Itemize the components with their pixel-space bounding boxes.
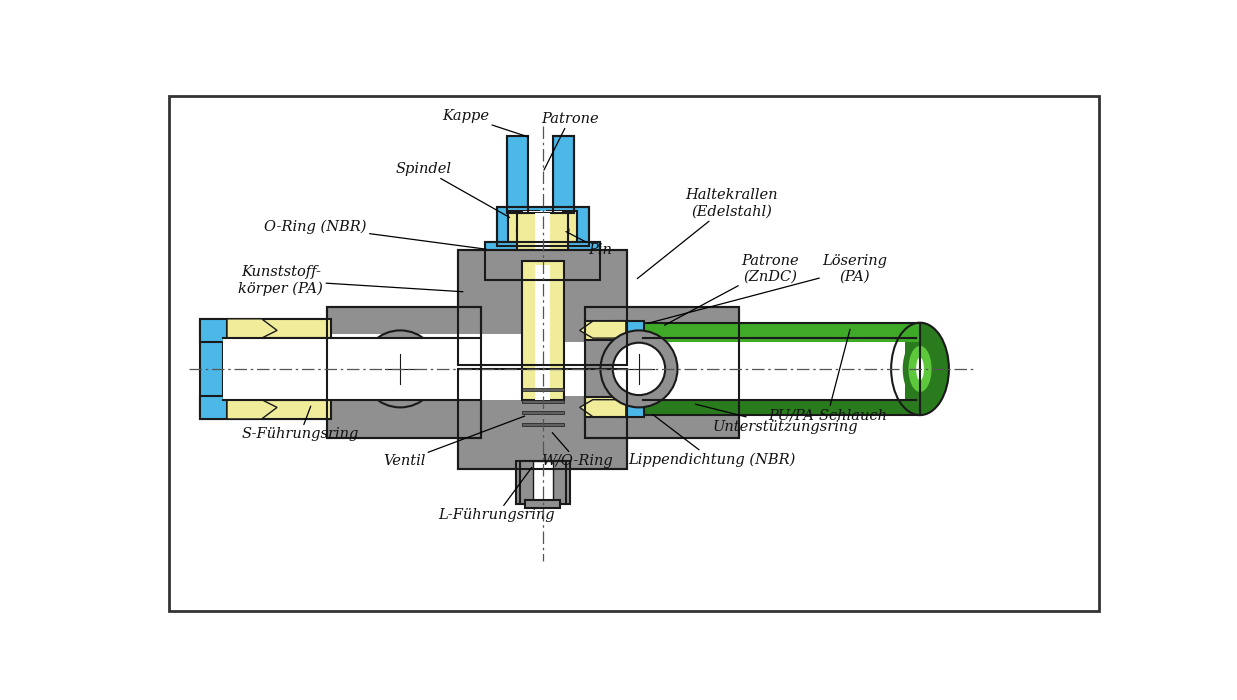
Bar bbox=[200, 396, 327, 419]
Bar bbox=[506, 136, 528, 214]
Bar bbox=[553, 136, 574, 214]
Bar bbox=[496, 207, 589, 246]
Bar bbox=[458, 250, 627, 365]
Bar bbox=[200, 319, 327, 342]
Bar bbox=[458, 369, 627, 469]
Bar bbox=[533, 461, 553, 501]
Polygon shape bbox=[228, 400, 277, 419]
Polygon shape bbox=[580, 400, 626, 416]
Polygon shape bbox=[580, 321, 626, 338]
Circle shape bbox=[612, 343, 666, 395]
Bar bbox=[522, 423, 564, 426]
Text: Lösering
(PA): Lösering (PA) bbox=[647, 253, 887, 323]
Bar bbox=[524, 500, 560, 507]
Text: Kappe: Kappe bbox=[442, 109, 528, 137]
Bar bbox=[223, 338, 547, 400]
Text: O-Ring (NBR): O-Ring (NBR) bbox=[265, 219, 486, 249]
Text: Patrone
(ZnDC): Patrone (ZnDC) bbox=[664, 253, 799, 326]
Circle shape bbox=[559, 225, 569, 235]
Bar bbox=[522, 261, 564, 400]
Text: Pin: Pin bbox=[567, 232, 612, 257]
Bar bbox=[485, 242, 600, 281]
Bar bbox=[496, 207, 589, 246]
Ellipse shape bbox=[908, 346, 931, 392]
Bar bbox=[643, 338, 904, 400]
Bar bbox=[553, 136, 574, 214]
Bar bbox=[536, 261, 550, 423]
Bar bbox=[200, 335, 547, 396]
Text: L-Führungsring: L-Führungsring bbox=[438, 468, 555, 522]
Bar bbox=[547, 211, 578, 246]
Bar bbox=[585, 307, 738, 438]
Ellipse shape bbox=[891, 323, 949, 415]
Bar bbox=[635, 323, 920, 415]
Bar bbox=[228, 319, 332, 338]
Bar bbox=[536, 265, 550, 400]
Bar bbox=[228, 400, 332, 419]
Bar bbox=[614, 321, 620, 344]
Text: PU/PA-Schlauch: PU/PA-Schlauch bbox=[768, 329, 887, 422]
Text: Unterstützungsring: Unterstützungsring bbox=[695, 404, 858, 434]
Bar bbox=[327, 307, 481, 438]
Bar bbox=[528, 136, 553, 214]
Bar bbox=[458, 250, 627, 365]
Text: Haltekrallen
(Edelstahl): Haltekrallen (Edelstahl) bbox=[637, 188, 778, 279]
Bar bbox=[522, 412, 564, 414]
Circle shape bbox=[361, 330, 439, 407]
Text: Spindel: Spindel bbox=[396, 162, 510, 218]
Bar bbox=[481, 342, 585, 395]
Circle shape bbox=[600, 330, 678, 407]
Text: Lippendichtung (NBR): Lippendichtung (NBR) bbox=[628, 414, 795, 467]
Bar bbox=[585, 398, 625, 416]
Text: W/O-Ring: W/O-Ring bbox=[542, 433, 614, 468]
Bar bbox=[485, 242, 600, 281]
Bar bbox=[520, 461, 565, 504]
Bar bbox=[516, 461, 570, 504]
Bar bbox=[522, 388, 564, 391]
Bar bbox=[508, 211, 539, 246]
Bar bbox=[506, 136, 528, 214]
Bar bbox=[522, 258, 564, 426]
Text: S-Führungsring: S-Führungsring bbox=[241, 406, 359, 442]
Bar bbox=[200, 319, 223, 419]
Text: Ventil: Ventil bbox=[383, 416, 524, 468]
Bar bbox=[517, 214, 568, 260]
Text: Patrone: Patrone bbox=[541, 111, 599, 170]
Bar bbox=[536, 214, 550, 260]
Ellipse shape bbox=[917, 357, 924, 381]
Bar bbox=[614, 393, 620, 416]
Bar bbox=[585, 321, 625, 340]
Bar bbox=[458, 369, 627, 469]
Bar bbox=[620, 321, 644, 416]
Ellipse shape bbox=[903, 338, 938, 400]
Bar bbox=[635, 323, 920, 342]
Circle shape bbox=[374, 343, 427, 395]
Circle shape bbox=[517, 225, 526, 235]
Polygon shape bbox=[228, 319, 277, 338]
Bar bbox=[522, 400, 564, 402]
Bar bbox=[327, 307, 481, 438]
Bar bbox=[585, 307, 738, 438]
Text: Kunststoff-
körper (PA): Kunststoff- körper (PA) bbox=[239, 265, 463, 295]
Bar bbox=[523, 211, 562, 246]
Bar bbox=[635, 323, 920, 415]
